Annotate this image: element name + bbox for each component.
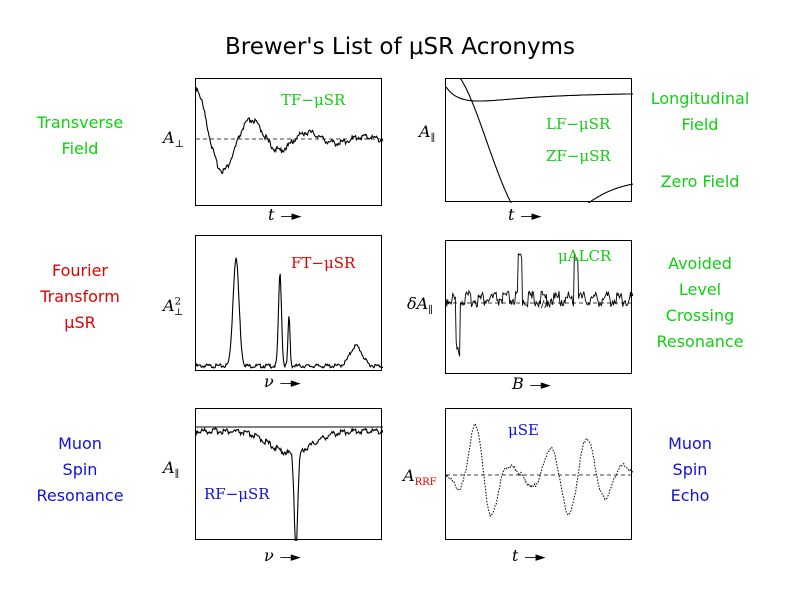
lfzf-ylabel-main: A	[419, 122, 431, 141]
tf-side-line-2: Field	[61, 139, 99, 158]
alcr-side-line-3: Crossing	[665, 306, 735, 325]
ft-ylabel-sub: ⊥	[173, 307, 184, 319]
alcr-ylabel-main: δA	[407, 294, 429, 313]
alcr-side-line-2: Level	[678, 280, 722, 299]
ft-side-line-2: Transform	[40, 287, 120, 306]
rf-ylabel: A∥	[163, 458, 179, 480]
tf-panel-label: TF−μSR	[281, 91, 346, 109]
alcr-side-line-4: Resonance	[656, 332, 744, 351]
se-ylabel-sub: RRF	[414, 477, 437, 489]
lf-side-line-2: Field	[681, 115, 719, 134]
tf-xarrow-icon: —►	[280, 209, 301, 224]
alcr-panel-label: μALCR	[558, 247, 612, 265]
ft-ylabel: A2⊥	[163, 296, 183, 318]
rf-ylabel-sub: ∥	[174, 469, 180, 481]
ft-xlabel: ν —►	[264, 372, 301, 391]
se-xlabel: t —►	[512, 546, 545, 565]
lfzf-xlabel-text: t	[508, 205, 515, 224]
alcr-xarrow-icon: —►	[529, 378, 551, 393]
page-title: Brewer's List of μSR Acronyms	[224, 34, 575, 60]
se-curve	[446, 422, 633, 518]
se-xlabel-text: t	[512, 546, 519, 565]
lf-side-line-1: Longitudinal	[650, 89, 750, 108]
zf-side-line-1: Zero Field	[660, 172, 740, 191]
se-side-line-2: Spin	[672, 460, 708, 479]
alcr-panel: // μALCR	[445, 240, 633, 374]
alcr-plot: //	[446, 252, 633, 357]
ft-ylabel-main: A	[163, 296, 175, 315]
alcr-xlabel-text: B	[512, 374, 524, 393]
tf-ylabel-sub: ⊥	[174, 139, 184, 151]
se-side-line-1: Muon	[668, 434, 712, 453]
se-panel-label: μSE	[508, 421, 539, 439]
ft-panel: FT−μSR	[195, 235, 383, 371]
alcr-ylabel: δA∥	[407, 294, 433, 316]
tf-panel: TF−μSR	[195, 78, 383, 206]
zf-panel-label: ZF−μSR	[546, 147, 611, 165]
ft-panel-label: FT−μSR	[291, 254, 356, 272]
tf-side-label: Transverse Field	[30, 110, 130, 162]
se-plot	[446, 422, 633, 518]
rf-xlabel-text: ν	[264, 546, 274, 565]
rf-side-line-3: Resonance	[36, 486, 124, 505]
se-side-line-3: Echo	[670, 486, 710, 505]
rf-side-label: Muon Spin Resonance	[30, 431, 130, 509]
se-ylabel: ARRF	[403, 466, 437, 488]
zf-curve	[460, 79, 633, 203]
tf-ylabel-main: A	[163, 128, 175, 147]
tf-side-line-1: Transverse	[36, 113, 124, 132]
lfzf-xarrow-icon: —►	[520, 209, 541, 224]
rf-xlabel: ν —►	[264, 546, 301, 565]
se-side-label: Muon Spin Echo	[640, 431, 740, 509]
lf-side-label: Longitudinal Field	[640, 86, 760, 138]
tf-xlabel-text: t	[268, 205, 275, 224]
rf-curve	[196, 426, 383, 541]
tf-plot	[196, 86, 383, 174]
lfzf-ylabel: A∥	[419, 122, 435, 144]
rf-xarrow-icon: —►	[279, 550, 301, 565]
ft-side-line-3: μSR	[64, 313, 96, 332]
se-xarrow-icon: —►	[524, 550, 545, 565]
lfzf-xlabel: t —►	[508, 205, 541, 224]
alcr-curve	[446, 252, 633, 357]
rf-plot	[196, 426, 383, 541]
alcr-side-label: Avoided Level Crossing Resonance	[640, 251, 760, 355]
alcr-xlabel: B —►	[512, 374, 551, 393]
tf-curve	[196, 86, 383, 174]
zf-side-label: Zero Field	[640, 169, 760, 195]
ft-curve	[196, 257, 383, 369]
rf-side-line-2: Spin	[62, 460, 98, 479]
alcr-ylabel-sub: ∥	[428, 305, 433, 317]
tf-ylabel: A⊥	[163, 128, 184, 150]
rf-ylabel-main: A	[163, 458, 175, 477]
lf-curve	[446, 86, 633, 102]
ft-plot	[196, 257, 383, 369]
ft-xlabel-text: ν	[264, 372, 274, 391]
rf-side-line-1: Muon	[58, 434, 102, 453]
lf-panel-label: LF−μSR	[546, 115, 611, 133]
se-ylabel-main: A	[403, 466, 415, 485]
lfzf-ylabel-sub: ∥	[430, 133, 436, 145]
rf-panel-label: RF−μSR	[204, 485, 270, 503]
ft-ylabel-sup: 2	[174, 296, 181, 308]
alcr-break-mark: //	[541, 299, 548, 310]
ft-xarrow-icon: —►	[279, 376, 301, 391]
tf-xlabel: t —►	[268, 205, 301, 224]
ft-side-label: Fourier Transform μSR	[30, 258, 130, 336]
ft-side-line-1: Fourier	[51, 261, 108, 280]
lfzf-plot	[446, 79, 633, 203]
alcr-side-line-1: Avoided	[668, 254, 732, 273]
lfzf-panel: LF−μSR ZF−μSR	[445, 78, 633, 203]
se-panel: μSE	[445, 408, 633, 540]
rf-panel: RF−μSR	[195, 408, 383, 541]
